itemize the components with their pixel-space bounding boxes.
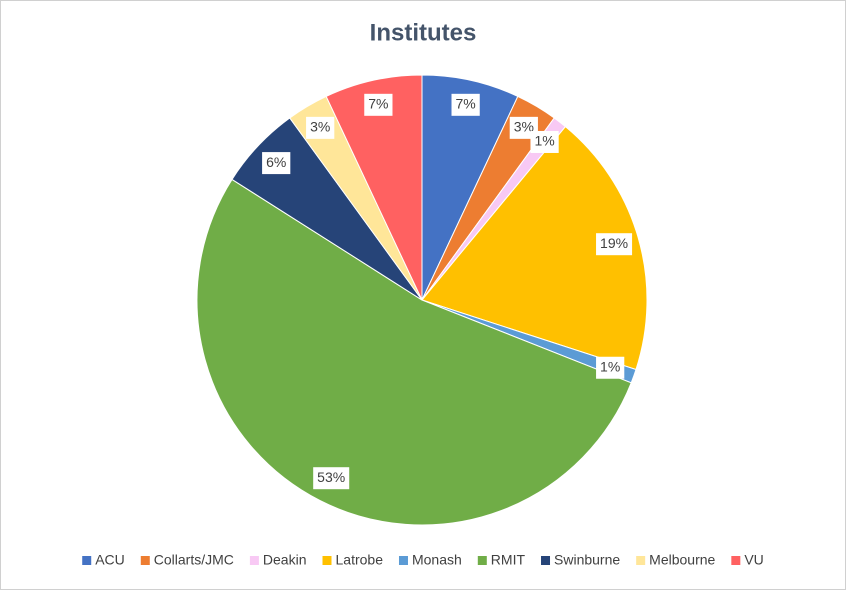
legend-label: VU [744, 552, 763, 568]
legend-swatch [249, 556, 259, 565]
legend-label: Swinburne [554, 552, 620, 568]
data-label-box [313, 467, 350, 490]
pie-slice [325, 74, 423, 301]
legend-swatch [322, 556, 332, 565]
legend-swatch [731, 556, 741, 565]
data-label-box [306, 116, 335, 139]
legend-label: ACU [95, 552, 125, 568]
data-label-box [364, 93, 393, 116]
data-label-box [596, 356, 625, 379]
legend-label: Melbourne [649, 552, 715, 568]
data-label-group: 7% [451, 93, 480, 116]
legend-swatch [140, 556, 150, 565]
data-label-group: 19% [596, 233, 633, 256]
data-label: 1% [600, 358, 620, 374]
data-label-box [262, 152, 291, 175]
pie-slice [421, 125, 648, 371]
data-label: 3% [514, 119, 534, 135]
data-label-box [451, 93, 480, 116]
legend-swatch [82, 556, 92, 565]
legend-swatch [477, 556, 487, 565]
legend: ACU Collarts/JMC Deakin Latrobe Monash RMIT Sw… [82, 552, 764, 568]
data-label: 7% [456, 96, 476, 112]
data-label: 19% [600, 235, 628, 251]
data-label-box [596, 233, 633, 256]
legend-swatch [398, 556, 408, 565]
data-label-box [530, 130, 559, 153]
data-label-group: 3% [306, 116, 335, 139]
legend-label: Monash [412, 552, 462, 568]
legend-swatch [541, 556, 551, 565]
data-label-group: 1% [530, 130, 559, 153]
legend-label: Deakin [263, 552, 307, 568]
data-label: 3% [310, 119, 330, 135]
data-label-group: 7% [364, 93, 393, 116]
data-label: 7% [368, 96, 388, 112]
data-label: 1% [534, 133, 554, 149]
data-label: 53% [317, 469, 345, 485]
legend-label: Collarts/JMC [154, 552, 234, 568]
data-label-group: 6% [262, 152, 291, 175]
pie-slice [196, 178, 632, 526]
chart-title: Institutes [370, 19, 477, 46]
legend-label: RMIT [491, 552, 526, 568]
data-label-group: 53% [313, 467, 350, 490]
legend-swatch [636, 556, 646, 565]
data-label-group: 1% [596, 356, 625, 379]
legend-label: Latrobe [336, 552, 384, 568]
data-label: 6% [266, 154, 286, 170]
